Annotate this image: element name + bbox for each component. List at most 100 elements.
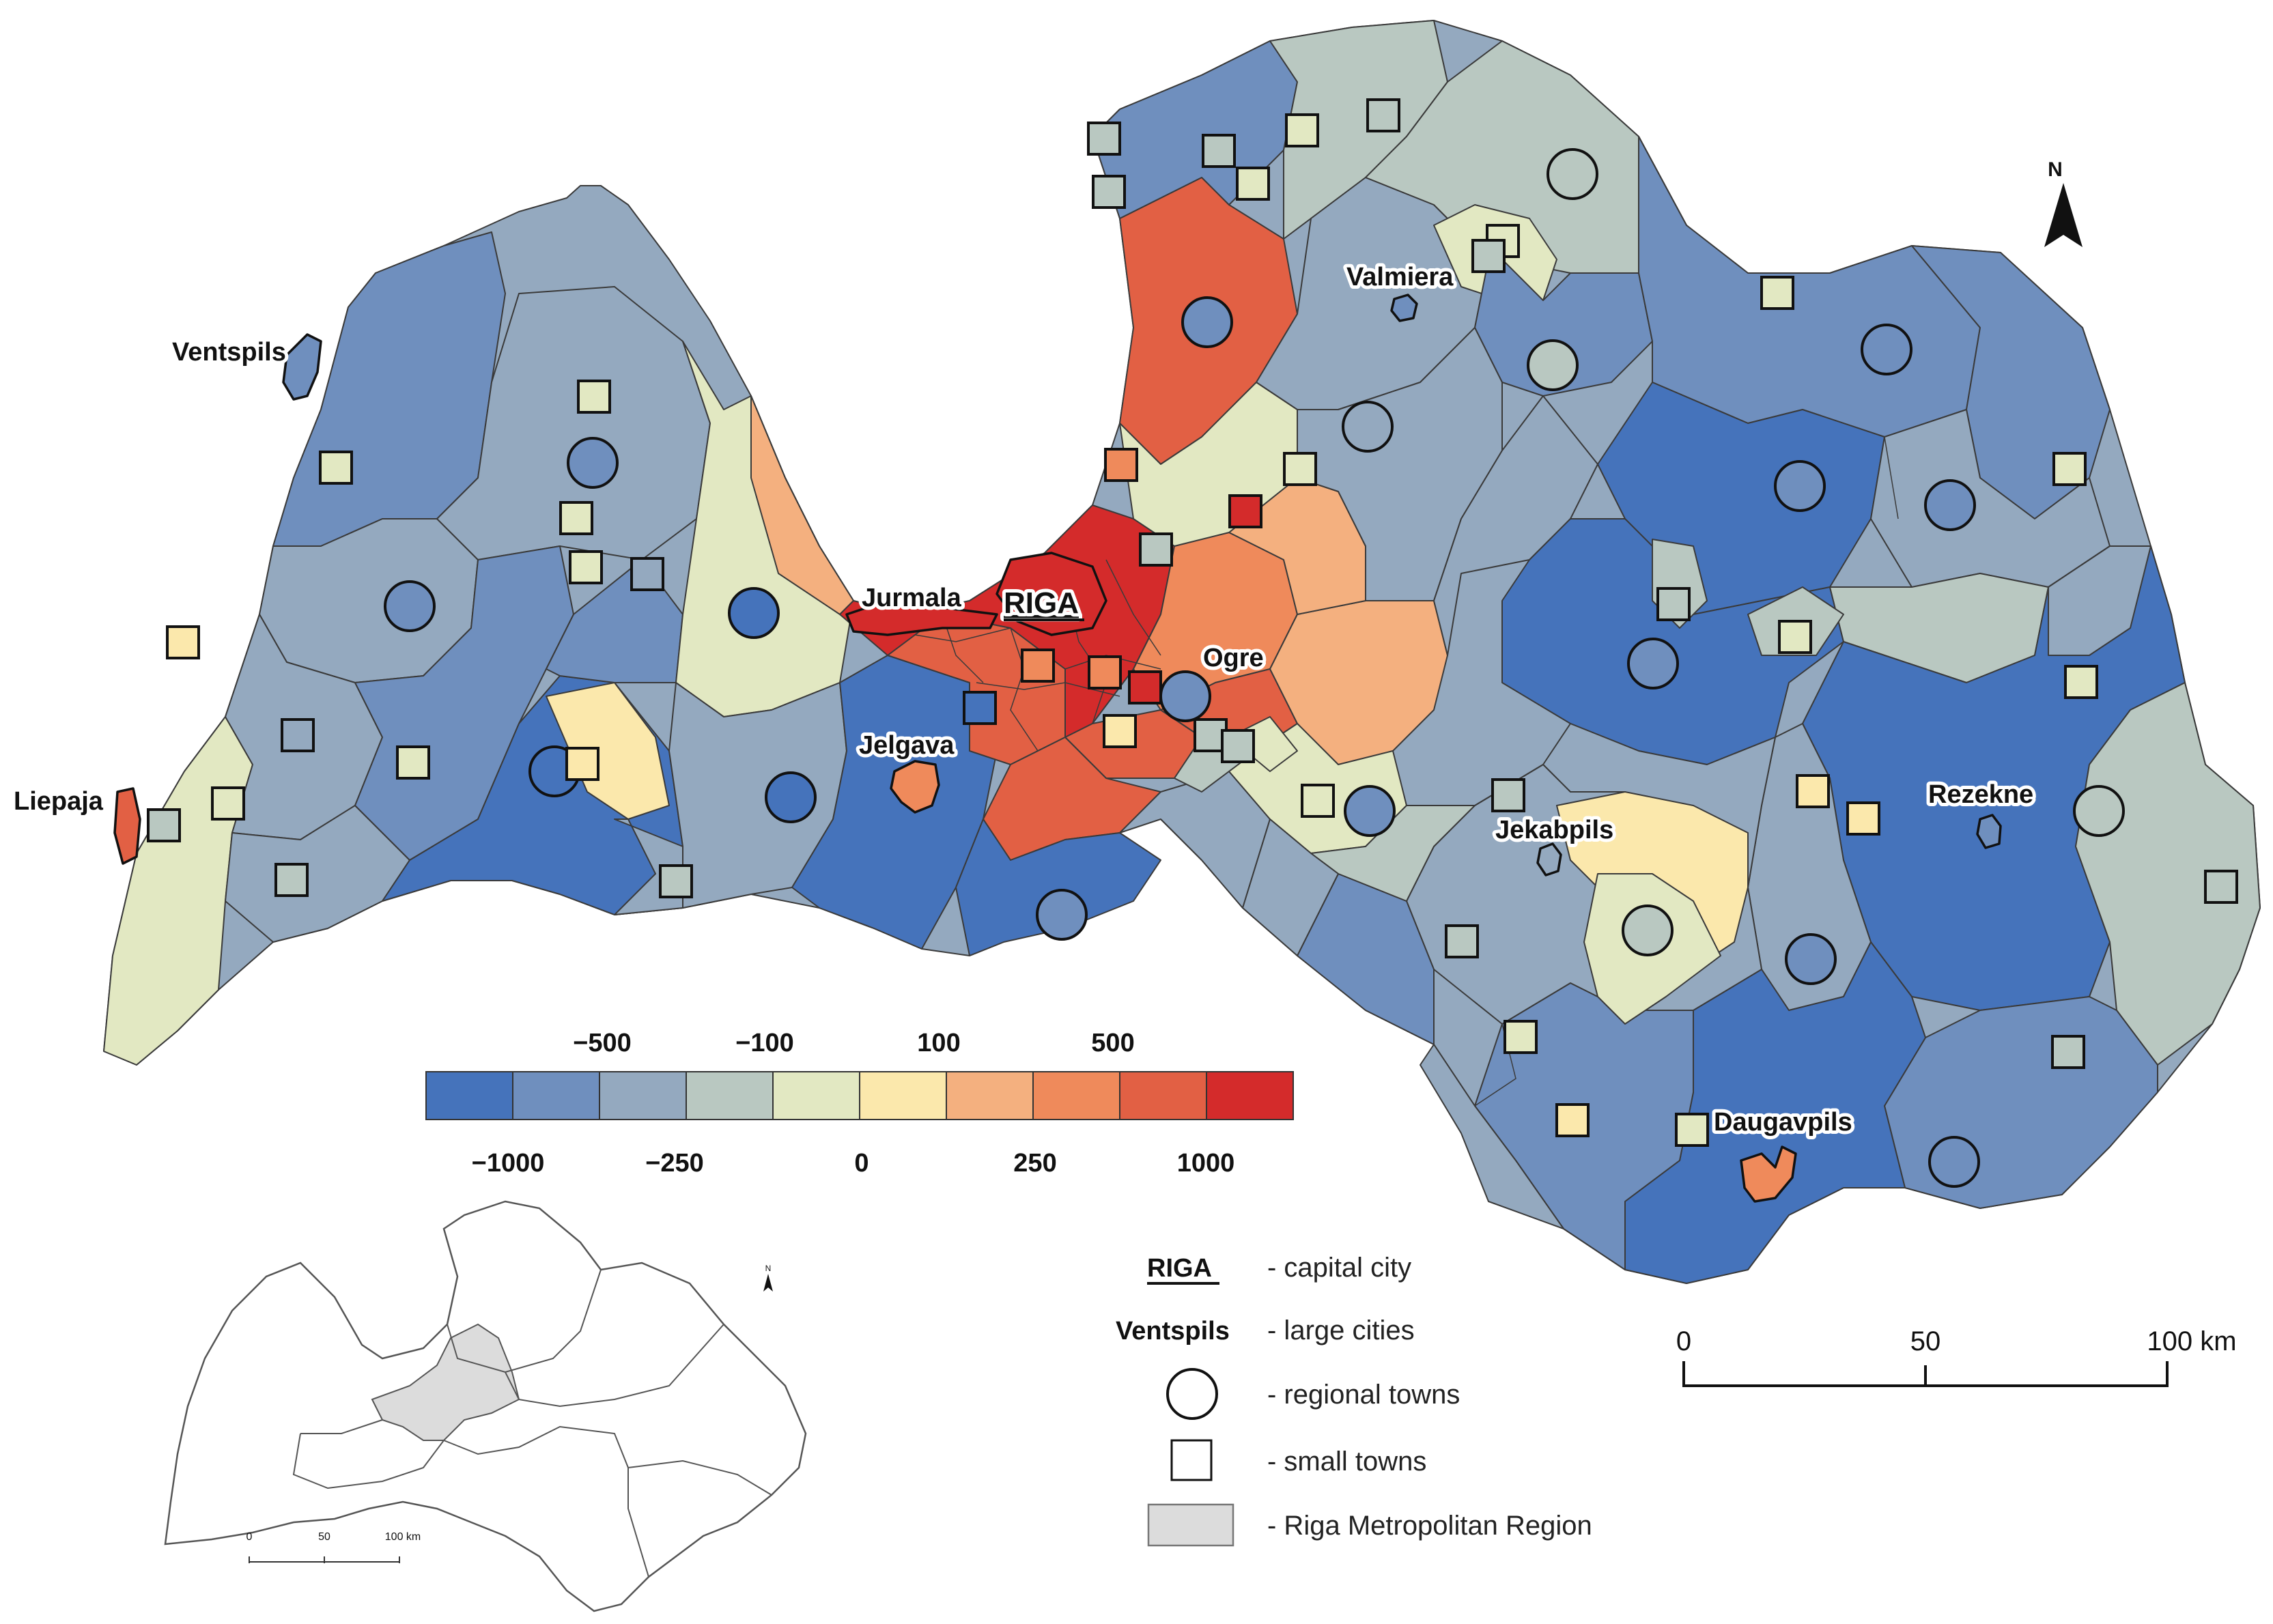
inset-scale-50: 50: [318, 1531, 330, 1543]
regional-town: [1547, 148, 1598, 200]
small-town: [1021, 649, 1055, 683]
small-town: [1202, 134, 1236, 168]
scale-bar-label-100: 100 km: [2147, 1326, 2236, 1356]
small-town: [1503, 1020, 1538, 1054]
legend-small-symbol: [1170, 1439, 1213, 1481]
label-ogre: Ogre: [1203, 644, 1264, 672]
label-rezekne: Rezekne: [1928, 780, 2033, 809]
color-scale-legend: −500 −100 100 500 −1000 −250 0 250 1000: [425, 1029, 1294, 1178]
scale-bar-label-50: 50: [1910, 1326, 1941, 1356]
color-scale-swatch-8: [1119, 1071, 1207, 1120]
small-town: [147, 808, 181, 842]
legend-large-desc: - large cities: [1267, 1315, 1415, 1345]
legend-metro-symbol: [1147, 1503, 1234, 1547]
small-town: [1283, 452, 1317, 486]
small-town: [1088, 655, 1122, 689]
color-scale-swatch-2: [599, 1071, 687, 1120]
label-ventspils: Ventspils: [172, 338, 286, 367]
small-town: [1087, 122, 1121, 156]
small-town: [2051, 1035, 2085, 1069]
legend-capital-sample: RIGA: [1147, 1254, 1212, 1283]
label-daugavpils: Daugavpils: [1714, 1108, 1852, 1137]
region-gulbene: [1638, 136, 1981, 438]
small-town: [1445, 924, 1479, 958]
scale-label-bottom-3: 250: [1013, 1149, 1056, 1178]
color-scale-swatch-5: [859, 1071, 947, 1120]
small-towns: [147, 98, 2238, 1147]
scale-label-top-2: 100: [917, 1029, 960, 1057]
regional-town: [1928, 1136, 1980, 1188]
small-town: [577, 380, 611, 414]
label-jekabpils: Jekabpils: [1495, 816, 1613, 844]
city-liepaja-outline: [113, 787, 141, 865]
regional-town: [1527, 339, 1579, 391]
small-town: [1675, 1113, 1709, 1147]
small-town: [1491, 778, 1525, 812]
small-town: [1471, 239, 1506, 273]
regional-town: [567, 437, 619, 489]
legend-small-desc: - small towns: [1267, 1447, 1426, 1477]
regional-town: [1344, 785, 1396, 837]
small-town: [166, 625, 200, 659]
regional-town: [2073, 785, 2125, 837]
north-arrow: N: [2044, 158, 2083, 247]
small-town: [559, 501, 593, 535]
north-arrow-icon: [2044, 183, 2063, 247]
legend-metro-desc: - Riga Metropolitan Region: [1267, 1511, 1592, 1541]
city-daugavpils-outline: [1740, 1145, 1797, 1203]
small-town: [1228, 494, 1262, 528]
small-town: [274, 863, 309, 897]
color-scale-swatch-7: [1032, 1071, 1120, 1120]
scale-label-top-3: 500: [1091, 1029, 1134, 1057]
regional-town: [1924, 479, 1976, 531]
small-town: [1778, 620, 1812, 654]
small-town: [211, 786, 245, 821]
scale-label-bottom-0: −1000: [472, 1149, 545, 1178]
city-rezekne-outline: [1976, 814, 2002, 849]
small-town: [565, 747, 599, 781]
legend-large-sample: Ventspils: [1116, 1317, 1230, 1345]
region-talsi: [436, 286, 711, 560]
legend-capital-desc: - capital city: [1267, 1253, 1411, 1283]
color-scale-swatch-0: [425, 1071, 513, 1120]
label-jurmala: Jurmala: [862, 584, 962, 612]
regional-town: [1622, 904, 1674, 956]
regional-town: [1342, 401, 1394, 453]
small-town: [630, 557, 664, 591]
small-town: [1796, 774, 1830, 808]
color-scale-swatch-1: [512, 1071, 600, 1120]
inset-scale-100: 100 km: [385, 1531, 421, 1543]
north-arrow-label: N: [2048, 158, 2063, 181]
region-ludza: [2075, 682, 2261, 1066]
small-town: [1846, 801, 1880, 836]
small-town: [1760, 276, 1794, 310]
small-town: [963, 691, 997, 725]
city-valmiera-outline: [1390, 294, 1418, 322]
small-town: [659, 864, 693, 898]
regional-town: [1785, 933, 1837, 985]
regional-town: [1861, 324, 1912, 375]
small-town: [1128, 670, 1162, 704]
region-aknīste: [1420, 1044, 1564, 1229]
color-scale-swatch-3: [686, 1071, 774, 1120]
small-town: [1139, 532, 1173, 567]
symbol-legend: RIGA - capital city Ventspils - large ci…: [1116, 1253, 1592, 1547]
small-town: [2064, 665, 2098, 699]
regional-town: [728, 587, 780, 639]
scale-label-bottom-2: 0: [854, 1149, 869, 1178]
small-town: [319, 451, 353, 485]
inset-map: 0 50 100 km N: [164, 1200, 807, 1612]
scale-label-bottom-4: 1000: [1177, 1149, 1235, 1178]
scale-label-top-1: −100: [735, 1029, 794, 1057]
small-town: [1236, 167, 1270, 201]
small-town: [1092, 175, 1126, 209]
city-polygons: [113, 294, 2002, 1203]
color-scale-swatch-6: [946, 1071, 1034, 1120]
small-town: [1555, 1103, 1590, 1137]
inset-north-arrow-icon: [763, 1274, 773, 1292]
legend-regional-symbol: [1166, 1368, 1218, 1420]
region-aizkraukle: [1242, 818, 1339, 956]
regional-town: [384, 580, 436, 632]
color-scale-swatches: [425, 1071, 1294, 1120]
